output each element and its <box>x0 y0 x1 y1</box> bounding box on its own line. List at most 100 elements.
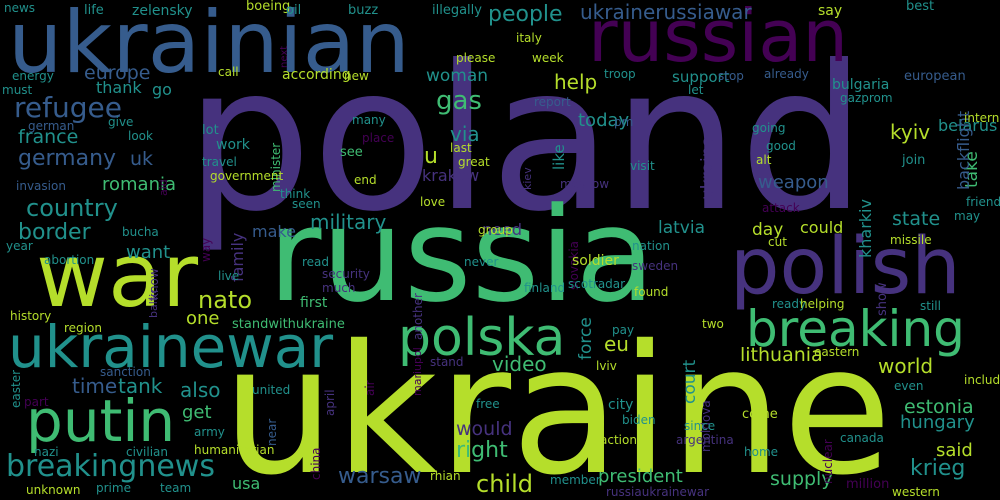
word-day: day <box>752 220 784 240</box>
word-slovakia: buzz <box>348 3 379 18</box>
word-gazprom: seen <box>292 197 321 211</box>
word-missile: helping <box>800 297 845 311</box>
word-russiaukrainewar: russiaukrainewar <box>606 485 709 499</box>
word-argentina: canada <box>840 431 884 445</box>
word-security: another <box>411 293 425 340</box>
word-state: state <box>892 208 941 230</box>
word-polish: polish <box>730 222 961 312</box>
word-according: kiev <box>521 167 534 190</box>
word-two: including <box>964 373 1000 387</box>
word-part: city <box>608 397 634 413</box>
word-near: energy <box>12 69 54 83</box>
word-bucha: sweden <box>632 259 679 273</box>
word-also: also <box>180 378 221 402</box>
word-think: much <box>322 281 356 295</box>
word-much: history <box>10 309 52 323</box>
word-moldova: report <box>534 95 571 109</box>
word-eu: eu <box>604 332 629 356</box>
word-ukraine: ukraine <box>222 307 892 500</box>
word-free: biden <box>622 413 656 427</box>
word-ready: mariupol <box>411 347 424 396</box>
word-would: would <box>456 418 513 440</box>
word-scotradar: eastern <box>814 345 860 359</box>
word-report: pm <box>614 115 634 129</box>
word-year: soldier <box>572 253 619 269</box>
word-government: year <box>6 239 33 253</box>
word-going: moscow <box>560 177 610 191</box>
word-alt: friend <box>966 195 1000 209</box>
word-force: make <box>252 222 296 241</box>
word-putin: putin <box>26 387 176 455</box>
word-home: home <box>744 445 779 459</box>
word-end: bucha <box>122 225 159 239</box>
word-one: one <box>186 308 220 329</box>
word-support: kharkiv <box>856 199 875 258</box>
word-ukraina: usa <box>232 474 261 493</box>
word-belarus: need <box>482 220 522 239</box>
word-world: world <box>878 354 934 378</box>
word-said: said <box>936 440 973 461</box>
word-western: western <box>892 485 940 499</box>
word-prime: prime <box>96 481 131 495</box>
word-baltic: italy <box>516 31 542 45</box>
word-sanction: april <box>323 389 337 416</box>
word-live: found <box>634 285 669 299</box>
word-warsaw: warsaw <box>338 464 422 489</box>
word-member: member <box>550 473 601 487</box>
word-get: get <box>182 402 212 423</box>
word-many: international <box>964 111 1000 125</box>
word-romania: romania <box>102 174 177 195</box>
word-never: scotradar <box>568 277 626 291</box>
word-helping: air <box>363 380 377 396</box>
word-want: want <box>126 242 171 263</box>
word-u: u <box>424 144 438 169</box>
word-good: attack <box>762 201 800 215</box>
word-million: million <box>846 477 890 492</box>
word-week: place <box>362 131 395 145</box>
word-weapon: court <box>680 359 700 404</box>
word-team: team <box>160 481 192 495</box>
word-uk: uk <box>130 148 154 170</box>
word-nuclear: german <box>28 119 75 133</box>
word-take: support <box>672 68 730 86</box>
word-city: since <box>684 419 716 433</box>
word-biden: near <box>265 418 279 446</box>
word-lot: gazprom <box>840 91 893 105</box>
word-need: force <box>576 317 596 360</box>
word-military: military <box>310 210 387 234</box>
word-buzz: travel <box>202 155 237 169</box>
word-still: sanction <box>100 365 151 379</box>
word-nazi: humanitarian <box>194 443 275 457</box>
word-region: lviv <box>596 359 617 373</box>
word-let: think <box>280 187 311 201</box>
word-place: government <box>210 169 284 183</box>
word-must: good <box>766 139 796 153</box>
word-best: next <box>279 45 290 68</box>
word-breaking: breaking <box>746 300 965 358</box>
word-standwithukraine: standwithukraine <box>232 317 345 332</box>
word-canada: civilian <box>126 445 168 459</box>
word-russian: russian <box>588 0 849 78</box>
word-go: go <box>152 80 172 99</box>
word-bulgaria: ukraina <box>698 136 718 200</box>
word-energy: going <box>752 121 786 135</box>
word-give: join <box>902 153 926 168</box>
word-woman: woman <box>426 66 489 86</box>
word-krieg: krieg <box>910 456 966 481</box>
word-life: look <box>128 129 153 143</box>
word-including: free <box>476 397 500 411</box>
word-eastern: part <box>24 395 49 409</box>
word-sweden: region <box>64 321 102 335</box>
word-work: stop <box>718 69 744 83</box>
word-stop: love <box>420 195 446 209</box>
word-group: missile <box>890 233 932 247</box>
word-visit: way <box>199 237 213 262</box>
word-oil: work <box>216 137 250 153</box>
word-could: could <box>800 218 844 237</box>
word-lithuania: lithuania <box>740 344 823 366</box>
word-rhian: rhian <box>430 469 461 483</box>
word-come: army <box>194 425 225 439</box>
word-another: week <box>532 51 564 65</box>
word-unknown: unknown <box>26 483 81 497</box>
